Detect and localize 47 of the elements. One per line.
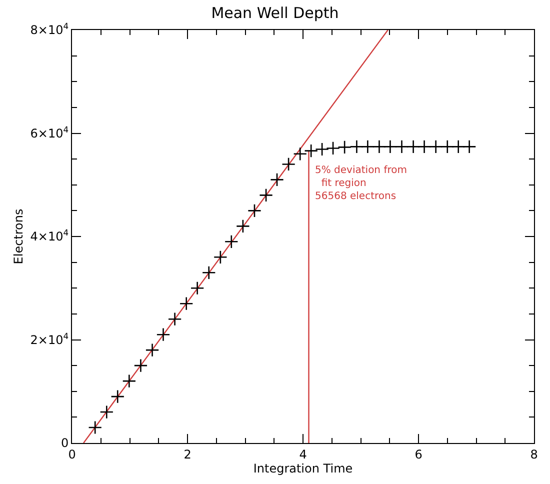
- point: [417, 140, 432, 154]
- point: [304, 144, 318, 158]
- y-tick-label: 0: [60, 436, 69, 450]
- point: [110, 390, 125, 404]
- point: [213, 250, 228, 264]
- point: [315, 142, 330, 156]
- point: [293, 146, 308, 161]
- point: [440, 140, 454, 154]
- point: [406, 140, 420, 154]
- point: [236, 219, 250, 234]
- point: [145, 343, 160, 358]
- point: [360, 140, 375, 154]
- point: [282, 157, 296, 172]
- point: [224, 234, 238, 249]
- x-tick-label: 2: [184, 447, 192, 462]
- point: [350, 140, 364, 154]
- point: [270, 172, 284, 187]
- point: [259, 188, 273, 202]
- point: [88, 420, 102, 434]
- point: [394, 140, 409, 154]
- point: [338, 140, 352, 154]
- point: [134, 358, 148, 373]
- x-axis-title: Integration Time: [253, 461, 353, 476]
- point: [248, 204, 262, 218]
- point: [428, 140, 443, 154]
- point: [462, 140, 476, 154]
- point: [122, 374, 136, 388]
- point: [190, 281, 204, 296]
- point: [372, 140, 386, 154]
- point: [156, 328, 170, 342]
- point: [451, 140, 466, 154]
- point: [326, 141, 340, 156]
- y-axis-title: Electrons: [12, 208, 26, 264]
- x-tick-label: 8: [530, 447, 538, 462]
- x-tick-label: 6: [414, 447, 422, 462]
- annotation: 5% deviation from fit region 56568 electrons: [315, 165, 407, 202]
- point: [168, 312, 182, 326]
- y-tick-label: 8×10$^{4}$: [30, 21, 69, 38]
- point: [179, 296, 194, 311]
- point: [383, 140, 398, 154]
- point: [202, 266, 216, 280]
- y-tick-label: 2×10$^{4}$: [30, 330, 69, 347]
- y-tick-label: 4×10$^{4}$: [30, 228, 69, 244]
- y-tick-label: 6×10$^{4}$: [30, 124, 69, 140]
- point: [100, 405, 114, 419]
- chart-title: Mean Well Depth: [211, 4, 339, 22]
- x-tick-label: 4: [299, 447, 307, 462]
